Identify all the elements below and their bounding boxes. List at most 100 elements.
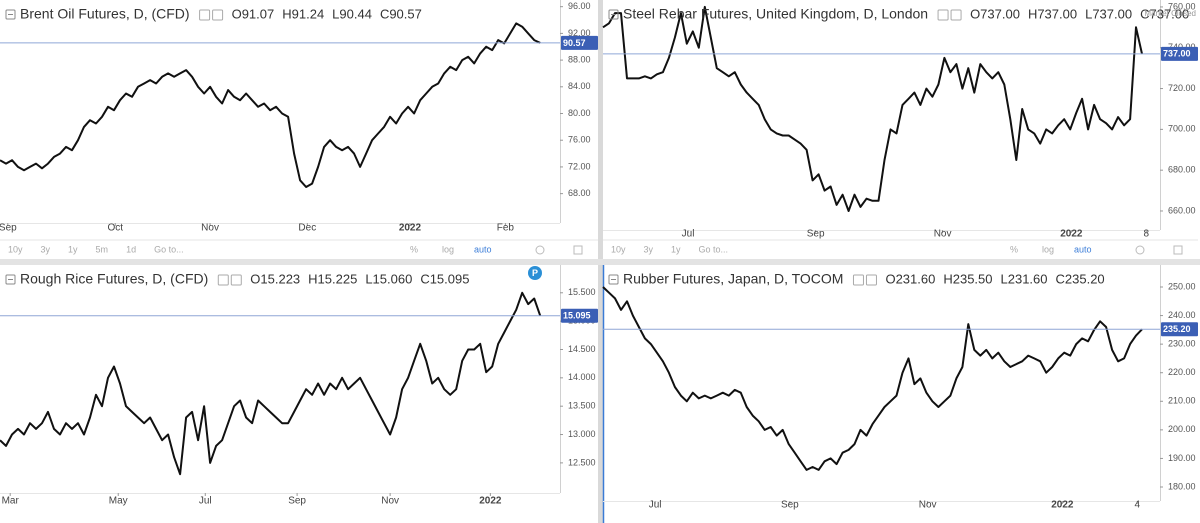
x-tick-label: 8 bbox=[1143, 229, 1149, 240]
toolbar-button[interactable]: 5m bbox=[96, 244, 109, 254]
ohlc-value: L737.00 bbox=[1085, 6, 1132, 21]
toolbar-button[interactable]: Go to... bbox=[154, 244, 184, 254]
ohlc-value: C737.00 bbox=[1140, 6, 1189, 21]
collapse-icon[interactable] bbox=[608, 9, 619, 20]
panel-icon[interactable] bbox=[212, 9, 224, 21]
panel-icon[interactable] bbox=[230, 274, 242, 286]
ohlc-value: H15.225 bbox=[308, 271, 357, 286]
x-tick-label: Feb bbox=[497, 223, 515, 234]
x-tick-label: Sep bbox=[0, 223, 17, 234]
ohlc-value: O15.223 bbox=[250, 271, 300, 286]
collapse-icon[interactable] bbox=[608, 274, 619, 285]
ohlc-value: L231.60 bbox=[1001, 271, 1048, 286]
last-price-label: 737.00 bbox=[1163, 49, 1191, 59]
chart-title: Rough Rice Futures, D, (CFD) bbox=[20, 271, 208, 287]
panel-divider bbox=[0, 259, 1200, 265]
x-tick-label: Nov bbox=[919, 500, 937, 511]
y-tick-label: 13.000 bbox=[568, 429, 596, 439]
x-tick-label: Sep bbox=[807, 229, 825, 240]
x-tick-label: Sep bbox=[288, 496, 306, 507]
badge-label: P bbox=[532, 268, 538, 278]
chart-panel: 12.50013.00013.50014.00014.50015.00015.5… bbox=[0, 265, 598, 507]
fullscreen-icon[interactable] bbox=[573, 245, 583, 255]
y-tick-label: 84.00 bbox=[568, 81, 591, 91]
ohlc-value: C15.095 bbox=[420, 271, 469, 286]
toolbar-button[interactable]: % bbox=[1010, 244, 1018, 254]
x-tick-label: Nov bbox=[934, 229, 952, 240]
market-status: Market Closed bbox=[1144, 9, 1196, 18]
last-price-box bbox=[561, 35, 598, 50]
last-price-label: 235.20 bbox=[1163, 324, 1191, 334]
badge[interactable] bbox=[528, 266, 542, 280]
y-tick-label: 720.00 bbox=[1168, 83, 1196, 93]
y-tick-label: 180.00 bbox=[1168, 481, 1196, 491]
toolbar-button[interactable]: Go to... bbox=[699, 244, 729, 254]
ohlc-value: O231.60 bbox=[885, 271, 935, 286]
chart-panel: 660.00680.00700.00720.00740.00760.00JulS… bbox=[602, 0, 1198, 255]
settings-icon[interactable] bbox=[535, 245, 545, 255]
collapse-icon[interactable] bbox=[5, 9, 16, 20]
x-tick-label: 4 bbox=[1134, 500, 1140, 511]
ohlc-value: L90.44 bbox=[332, 6, 372, 21]
ohlc-value: H91.24 bbox=[282, 6, 324, 21]
x-tick-label: Jul bbox=[649, 500, 662, 511]
y-tick-label: 200.00 bbox=[1168, 424, 1196, 434]
y-tick-label: 12.500 bbox=[568, 457, 596, 467]
fullscreen-icon[interactable] bbox=[1173, 245, 1183, 255]
ohlc-value: L15.060 bbox=[365, 271, 412, 286]
y-tick-label: 76.00 bbox=[568, 135, 591, 145]
y-tick-label: 220.00 bbox=[1168, 367, 1196, 377]
toolbar-button[interactable]: 1y bbox=[671, 244, 681, 254]
toolbar-button[interactable]: % bbox=[410, 244, 418, 254]
y-tick-label: 760.00 bbox=[1168, 1, 1196, 11]
toolbar-button[interactable]: 3y bbox=[644, 244, 654, 254]
ohlc-value: O737.00 bbox=[970, 6, 1020, 21]
y-tick-label: 88.00 bbox=[568, 54, 591, 64]
panel-icon[interactable] bbox=[199, 9, 211, 21]
y-tick-label: 700.00 bbox=[1168, 124, 1196, 134]
collapse-icon[interactable] bbox=[5, 274, 16, 285]
y-tick-label: 230.00 bbox=[1168, 339, 1196, 349]
panel-icon[interactable] bbox=[937, 9, 949, 21]
toolbar-button[interactable]: auto bbox=[474, 244, 492, 254]
last-price-label: 15.095 bbox=[563, 311, 591, 321]
y-tick-label: 15.500 bbox=[568, 287, 596, 297]
last-price-box bbox=[561, 308, 598, 323]
toolbar-button[interactable]: log bbox=[1042, 244, 1054, 254]
toolbar-button[interactable]: 1d bbox=[126, 244, 136, 254]
y-tick-label: 680.00 bbox=[1168, 165, 1196, 175]
toolbar-button[interactable]: log bbox=[442, 244, 454, 254]
x-tick-label: 2022 bbox=[1051, 500, 1074, 511]
price-line bbox=[0, 22, 541, 188]
y-tick-label: 240.00 bbox=[1168, 310, 1196, 320]
y-tick-label: 14.000 bbox=[568, 372, 596, 382]
toolbar-button[interactable]: auto bbox=[1074, 244, 1092, 254]
panel-icon[interactable] bbox=[217, 274, 229, 286]
ohlc-value: O91.07 bbox=[232, 6, 275, 21]
x-tick-label: Jul bbox=[199, 496, 212, 507]
y-tick-label: 250.00 bbox=[1168, 281, 1196, 291]
chart-panel: 68.00 72.00 76.00 80.00 84.00 88.00 92.00 96.00… bbox=[0, 0, 598, 255]
y-tick-label: 68.00 bbox=[568, 188, 591, 198]
x-tick-label: Dec bbox=[298, 223, 316, 234]
last-price-box bbox=[1161, 322, 1198, 337]
price-line bbox=[0, 291, 542, 476]
y-tick-label: 190.00 bbox=[1168, 453, 1196, 463]
x-tick-label: May bbox=[109, 496, 128, 507]
x-tick-label: Sep bbox=[781, 500, 799, 511]
chart-panel: 180.00 190.00 200.00 210.00 220.00 230.00 240.… bbox=[602, 265, 1198, 511]
toolbar-button[interactable]: 3y bbox=[41, 244, 51, 254]
y-tick-label: 92.00 bbox=[568, 28, 591, 38]
ohlc-value: C90.57 bbox=[380, 6, 422, 21]
x-tick-label: 2022 bbox=[1060, 229, 1083, 240]
settings-icon[interactable] bbox=[1135, 245, 1145, 255]
toolbar-button[interactable]: 1y bbox=[68, 244, 78, 254]
panel-icon[interactable] bbox=[865, 274, 877, 286]
toolbar-button[interactable]: 10y bbox=[8, 244, 23, 254]
chart-title: Rubber Futures, Japan, D, TOCOM bbox=[623, 271, 843, 287]
toolbar-button[interactable]: 10y bbox=[611, 244, 626, 254]
panel-icon[interactable] bbox=[950, 9, 962, 21]
x-tick-label: Nov bbox=[381, 496, 399, 507]
panel-icon[interactable] bbox=[852, 274, 864, 286]
